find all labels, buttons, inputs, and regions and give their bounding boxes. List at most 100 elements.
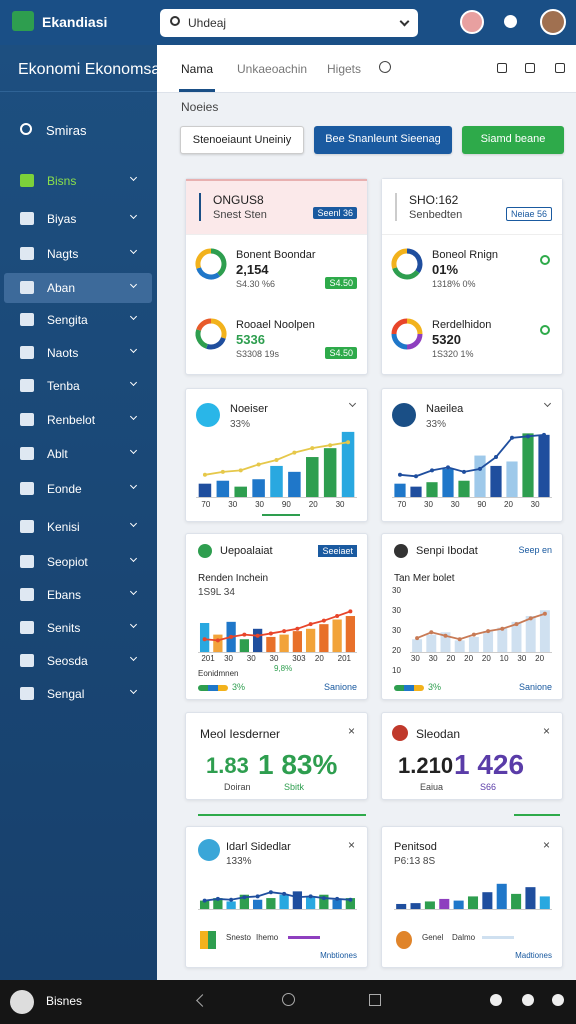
sidebar-label: Ebans [47, 588, 82, 602]
sidebar-label: Sengal [47, 687, 85, 701]
footer-bar [482, 936, 514, 939]
bar [252, 628, 263, 652]
card-link[interactable]: Seeiaet [318, 545, 357, 557]
sidebar-caret [129, 280, 138, 289]
sidebar-item[interactable]: Renbelot [4, 405, 152, 435]
donut-segment [391, 333, 408, 350]
status-icon[interactable] [490, 994, 502, 1006]
card-title: Senpi Ibodat [416, 545, 478, 557]
chart-card: Noeiser 33% 70 30 30 90 20 30 [185, 388, 368, 522]
x-label: 30 [224, 654, 233, 663]
sidebar-item[interactable]: Nagts [4, 239, 152, 269]
sidebar-caret [129, 554, 138, 563]
sidebar-item[interactable]: Aban [4, 273, 152, 303]
bar [453, 900, 464, 909]
tab[interactable]: Nama [181, 62, 214, 76]
sidebar-item[interactable]: Biyas [4, 204, 152, 234]
line-point [335, 896, 340, 901]
sidebar-item[interactable]: Eonde [4, 474, 152, 504]
x-label: 30 [424, 500, 433, 509]
row-tag: S4.50 [325, 277, 357, 289]
nav-recent[interactable] [369, 994, 381, 1006]
line-point [255, 633, 260, 638]
trend-line [416, 612, 546, 641]
kpi-left: 1.83 [206, 753, 249, 778]
bar-chart [199, 609, 356, 652]
avatar[interactable] [460, 10, 484, 34]
chart-subtitle: Renden Inchein [198, 573, 269, 584]
header-icon[interactable] [525, 63, 535, 73]
kpi-title: Sleodan [416, 727, 461, 741]
line-point [528, 616, 533, 621]
sidebar-item[interactable]: Ebans [4, 580, 152, 610]
footer-link[interactable]: Madtiones [515, 951, 552, 960]
action-button[interactable]: Siamd beane [462, 126, 564, 154]
sidebar-item[interactable]: Sengal [4, 679, 152, 709]
action-button[interactable]: Stenoeiaunt Uneiniy [180, 126, 304, 154]
sidebar-item[interactable]: Tenba [4, 371, 152, 401]
bar [538, 434, 550, 497]
sidebar-caret [129, 312, 138, 321]
notification-icon[interactable] [504, 15, 517, 28]
x-label: 70 [397, 500, 407, 509]
nav-back[interactable] [196, 994, 209, 1007]
search-box[interactable]: Uhdeaj [160, 9, 418, 37]
footer-b: Dalmo [452, 933, 476, 942]
footer-link[interactable]: Sanione [323, 682, 357, 692]
bar [226, 901, 236, 909]
sidebar-icon [20, 281, 34, 294]
card-link[interactable]: Seep en [518, 545, 552, 555]
sidebar-item[interactable]: Bisns [4, 166, 152, 196]
card-icon [198, 544, 212, 558]
line-point [335, 614, 340, 619]
profile-avatar[interactable] [540, 9, 566, 35]
action-button[interactable]: Bee Snanleunt Sieenag [314, 126, 452, 154]
sidebar-divider [0, 91, 157, 92]
line-point [500, 626, 505, 631]
accent-bar [395, 193, 397, 221]
line-point [542, 432, 546, 437]
chart-baseline [198, 909, 357, 910]
sidebar-item[interactable]: Seopiot [4, 547, 152, 577]
header-icon[interactable] [497, 63, 507, 73]
sidebar: Ekonomi Ekonomsa Smiras Bisns Biyas Nagts Aba… [0, 45, 160, 980]
nav-home[interactable] [282, 993, 295, 1006]
x-label: 201 [337, 654, 351, 663]
footer-link[interactable]: Sanione [518, 682, 552, 692]
status-icon[interactable] [522, 994, 534, 1006]
footer-link[interactable]: Mnbtiones [320, 951, 357, 960]
header-icon[interactable] [555, 63, 565, 73]
home-button[interactable] [10, 990, 34, 1014]
kpi-icon [392, 725, 408, 741]
sidebar-item[interactable]: Ablt [4, 439, 152, 469]
chart-baseline [196, 497, 357, 498]
user-icon[interactable] [379, 61, 391, 73]
kpi-right-sub: Sbitk [284, 782, 305, 792]
bar [332, 619, 342, 652]
sidebar-item[interactable]: Sengita [4, 305, 152, 335]
line-point [348, 609, 353, 614]
card-title: SHO:162 [409, 193, 459, 207]
sidebar-label: Nagts [47, 247, 79, 261]
close-icon[interactable] [543, 399, 552, 408]
bar [345, 898, 356, 909]
sidebar-label: Sengita [47, 313, 88, 327]
bottom-label: Bisnes [46, 994, 83, 1008]
tab[interactable]: Unkaeoachin [237, 62, 308, 76]
bar-chart [396, 883, 550, 909]
sidebar-item[interactable]: Seosda [4, 646, 152, 676]
sidebar-item[interactable]: Naots [4, 338, 152, 368]
bar [410, 903, 421, 909]
sidebar-item[interactable]: Kenisi [4, 512, 152, 542]
bar [506, 461, 518, 497]
line-point [429, 630, 434, 635]
tab[interactable]: Higets [327, 62, 362, 76]
status-icon[interactable] [552, 994, 564, 1006]
close-icon[interactable] [348, 399, 357, 408]
sidebar-caret [129, 378, 138, 387]
accent-bar [199, 193, 201, 221]
sidebar-icon [20, 212, 34, 225]
x-label: 30 [410, 654, 420, 663]
sidebar-item[interactable]: Senits [4, 613, 152, 643]
bar [396, 903, 407, 909]
